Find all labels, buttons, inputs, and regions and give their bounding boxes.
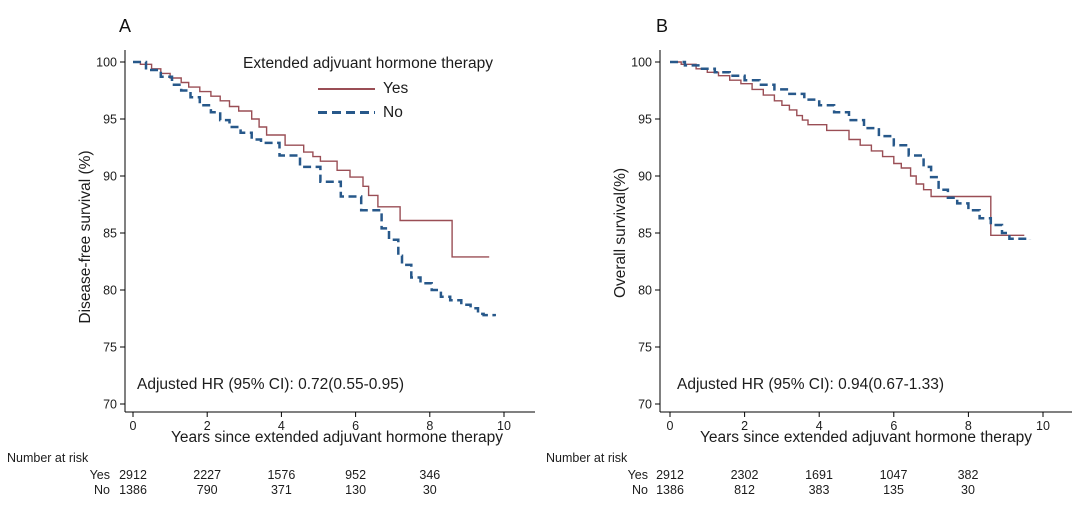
panel-a-x-tick-label: 0 [130, 419, 137, 433]
panel-b-y-tick-label: 80 [638, 284, 652, 298]
panel-b-y-tick-label: 95 [638, 113, 652, 127]
panel-a-x-tick-label: 6 [352, 419, 359, 433]
panel-a-y-tick-label: 95 [103, 113, 117, 127]
panel-b-number-at-risk-heading: Number at risk [546, 451, 628, 465]
panel-b-curve-no [670, 60, 1032, 240]
panel-b-risk-row-yes-label: Yes [627, 468, 648, 482]
panel-a-risk-no-t8: 30 [422, 483, 437, 497]
panel-b-y-tick-label: 85 [638, 227, 652, 241]
panel-b-risk-no-t4: 383 [808, 483, 830, 497]
panel-a-risk-yes-t6: 952 [345, 468, 367, 482]
panel-b-x-tick-label: 8 [965, 419, 972, 433]
legend-yes-label: Yes [383, 80, 409, 97]
panel-a-y-tick-label: 75 [103, 341, 117, 355]
panel-b-x-tick-label: 6 [890, 419, 897, 433]
legend-no-label: No [383, 104, 403, 121]
panel-a-x-tick-label: 10 [497, 419, 511, 433]
panel-a-x-axis-label: Years since extended adjuvant hormone th… [170, 429, 504, 446]
panel-b-y-tick-label: 100 [631, 56, 652, 70]
legend-title: Extended adjvuant hormone therapy [243, 55, 493, 72]
panel-a-x-tick-label: 4 [278, 419, 285, 433]
panel-b-risk-no-t2: 812 [734, 483, 755, 497]
panel-b-risk-yes-t0: 2912 [656, 468, 684, 482]
panel-a-letter: A [119, 16, 132, 36]
legend-yes-line-swatch [318, 88, 375, 90]
panel-b-x-tick-label: 0 [667, 419, 674, 433]
panel-b-x-axis-label: Years since extended adjuvant hormone th… [699, 429, 1033, 446]
panel-b-risk-yes-t6: 1047 [879, 468, 908, 482]
panel-b-y-tick-label: 75 [638, 341, 652, 355]
panel-b-risk-no-t0: 1386 [656, 483, 684, 497]
panel-a-y-tick-label: 90 [103, 170, 117, 184]
panel-b-curve-yes [670, 61, 1025, 236]
panel-b-risk-no-t6: 135 [883, 483, 904, 497]
panel-b-y-tick-label: 90 [638, 170, 652, 184]
panel-a-risk-yes-t2: 2227 [193, 468, 222, 482]
panel-a-y-tick-label: 85 [103, 227, 117, 241]
panel-a-x-tick-label: 8 [426, 419, 433, 433]
panel-b-y-axis-label: Overall survival(%) [612, 167, 629, 299]
panel-b-x-tick-label: 2 [741, 419, 748, 433]
panel-a-number-at-risk-heading: Number at risk [7, 451, 89, 465]
panel-a-x-tick-label: 2 [204, 419, 211, 433]
panel-a-risk-no-t6: 130 [345, 483, 367, 497]
panel-b-risk-no-t8: 30 [961, 483, 975, 497]
panel-a-y-tick-label: 70 [103, 398, 117, 412]
panel-a-risk-row-yes-label: Yes [89, 468, 110, 482]
panel-b-risk-row-no-label: No [632, 483, 648, 497]
panel-a-risk-no-t4: 371 [270, 483, 292, 497]
panel-b-risk-yes-t8: 382 [957, 468, 979, 482]
panel-b-x-tick-label: 10 [1036, 419, 1050, 433]
panel-a-risk-no-t2: 790 [196, 483, 218, 497]
panel-a-y-axis-label: Disease-free survival (%) [77, 150, 94, 324]
panel-b-letter: B [656, 16, 669, 36]
panel-a-hr-annotation: Adjusted HR (95% CI): 0.72(0.55-0.95) [137, 376, 405, 393]
panel-a-risk-yes-t4: 1576 [267, 468, 296, 482]
panel-b-risk-yes-t4: 1691 [805, 468, 833, 482]
panel-b-y-tick-label: 70 [638, 398, 652, 412]
panel-a-y-tick-label: 100 [96, 56, 117, 70]
panel-a-risk-yes-t8: 346 [419, 468, 441, 482]
panel-b-hr-annotation: Adjusted HR (95% CI): 0.94(0.67-1.33) [677, 376, 945, 393]
panel-a-risk-no-t0: 1386 [119, 483, 147, 497]
legend-no-line-swatch [318, 111, 375, 114]
panel-a-y-tick-label: 80 [103, 284, 117, 298]
panel-b-risk-yes-t2: 2302 [730, 468, 759, 482]
panel-b-x-tick-label: 4 [816, 419, 823, 433]
panel-a-risk-row-no-label: No [94, 483, 110, 497]
panel-a-risk-yes-t0: 2912 [119, 468, 147, 482]
panel-a-curve-yes [133, 61, 490, 258]
panel-a-curve-no [133, 60, 496, 317]
